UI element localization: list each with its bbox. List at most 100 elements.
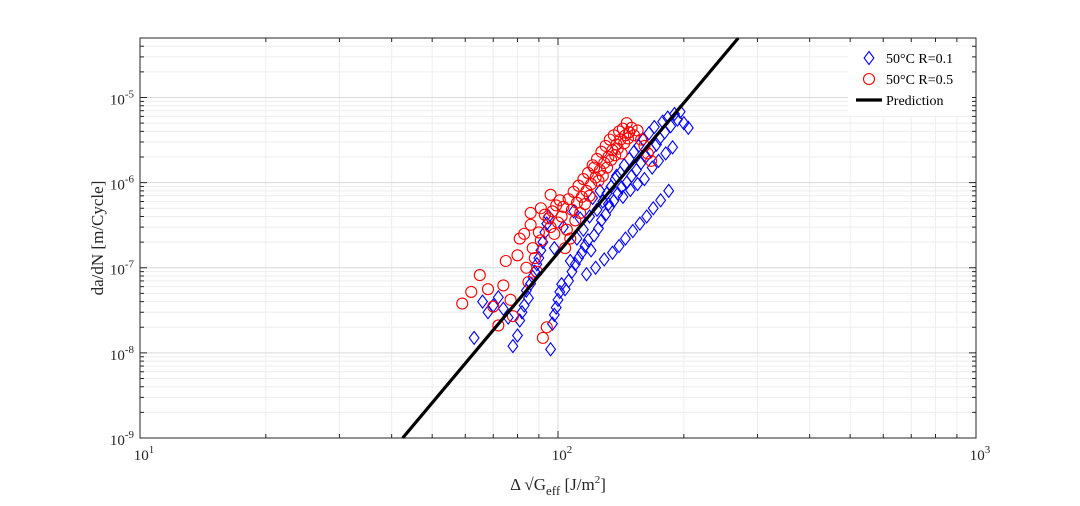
data-point-r05	[506, 310, 519, 323]
data-point-r01	[624, 182, 636, 198]
data-point-r01	[616, 179, 628, 195]
data-point-r05	[600, 161, 614, 174]
data-point-r01	[602, 196, 614, 212]
data-point-r05	[625, 121, 638, 134]
x-axis-label-base: Δ √G	[510, 475, 546, 494]
data-point-r05	[583, 189, 596, 202]
data-point-r05	[555, 210, 568, 223]
data-point-r01	[598, 252, 610, 267]
tick-labels: 101 102 103 10-9 10-8 10-7 10-6 10-5	[110, 88, 991, 464]
data-point-r01	[591, 202, 603, 218]
y-tick-label: 10-8	[110, 344, 135, 364]
data-point-r05	[499, 254, 512, 268]
data-point-r05	[588, 161, 601, 174]
y-tick-label: 10-9	[110, 429, 135, 449]
data-point-r05	[548, 227, 561, 240]
data-point-r05	[609, 149, 622, 162]
data-point-r01	[507, 338, 519, 354]
legend-label: 50°C R=0.1	[886, 52, 953, 67]
data-point-r01	[511, 328, 524, 343]
data-point-r05	[532, 226, 545, 239]
data-point-r01	[648, 119, 660, 135]
data-point-r05	[544, 188, 557, 201]
data-point-r01	[641, 209, 653, 224]
data-point-r05	[634, 133, 648, 146]
y-axis-label: da/dN [m/Cycle]	[88, 181, 107, 296]
data-point-r01	[595, 212, 607, 228]
data-point-r01	[655, 192, 667, 208]
y-tick-label: 10-7	[110, 259, 135, 279]
x-axis-label: Δ √Geff [J/m2]	[510, 474, 606, 498]
data-point-r01	[612, 186, 624, 202]
data-point-r01	[539, 225, 551, 240]
data-point-r01	[590, 260, 602, 276]
x-axis-label-close: ]	[600, 475, 606, 494]
data-point-r05	[605, 153, 618, 166]
data-point-r01	[552, 292, 564, 308]
data-point-r01	[652, 153, 665, 169]
data-points	[456, 104, 694, 357]
data-point-r05	[621, 132, 634, 145]
data-point-r05	[613, 125, 626, 138]
y-tick-label: 10-5	[110, 88, 135, 108]
data-point-r01	[584, 209, 596, 224]
data-point-r01	[569, 256, 581, 272]
legend: 50°C R=0.1 50°C R=0.5 Prediction	[848, 46, 972, 116]
data-point-r01	[546, 316, 559, 332]
data-point-r01	[678, 115, 690, 131]
data-point-r01	[514, 313, 526, 328]
data-point-r01	[682, 120, 694, 136]
x-axis-label-sup: 2	[595, 474, 601, 486]
prediction-line	[401, 36, 740, 440]
data-point-r01	[638, 171, 651, 187]
data-point-r01	[579, 238, 591, 254]
data-point-r05	[560, 223, 573, 236]
prediction-line-segment	[401, 36, 740, 440]
data-point-r01	[535, 242, 547, 258]
data-point-r05	[540, 321, 553, 334]
data-point-r01	[580, 266, 593, 282]
data-point-r05	[564, 232, 577, 245]
data-point-r01	[667, 139, 679, 155]
legend-swatch-r01	[863, 50, 875, 66]
data-point-r01	[548, 240, 560, 256]
data-point-r01	[627, 223, 639, 239]
data-point-r05	[518, 227, 531, 240]
y-tick-label: 10-6	[110, 174, 135, 194]
legend-label: 50°C R=0.5	[886, 73, 953, 88]
data-point-r01	[573, 250, 585, 266]
data-point-r01	[585, 242, 597, 258]
legend-swatch-r05	[862, 72, 876, 86]
data-point-r05	[465, 285, 478, 298]
data-point-r01	[554, 284, 566, 300]
data-point-r05	[534, 202, 547, 215]
x-tick-label: 101	[134, 444, 155, 464]
data-point-r05	[528, 252, 541, 265]
data-point-r05	[504, 293, 517, 306]
data-point-r01	[613, 238, 625, 254]
data-point-r01	[660, 146, 672, 161]
data-point-r05	[524, 206, 537, 220]
data-point-r05	[546, 205, 559, 218]
data-point-r05	[526, 242, 539, 255]
data-point-r01	[497, 301, 509, 317]
x-tick-label: 103	[970, 444, 991, 464]
data-point-r05	[481, 283, 495, 296]
data-point-r01	[566, 264, 578, 280]
data-point-r05	[487, 300, 500, 313]
data-point-r01	[594, 183, 606, 199]
data-point-r01	[647, 200, 659, 216]
data-point-r05	[513, 232, 526, 245]
x-axis-label-sub: eff	[546, 483, 561, 498]
data-point-r05	[538, 208, 551, 221]
data-point-r05	[473, 269, 486, 282]
data-point-r01	[545, 341, 557, 357]
data-point-r05	[534, 234, 547, 247]
tick-marks	[139, 37, 976, 439]
data-point-r05	[520, 261, 533, 274]
data-point-r01	[550, 300, 562, 316]
data-point-r01	[663, 183, 675, 199]
x-axis-label-unit: [J/m	[560, 475, 594, 494]
data-point-r05	[585, 178, 598, 191]
